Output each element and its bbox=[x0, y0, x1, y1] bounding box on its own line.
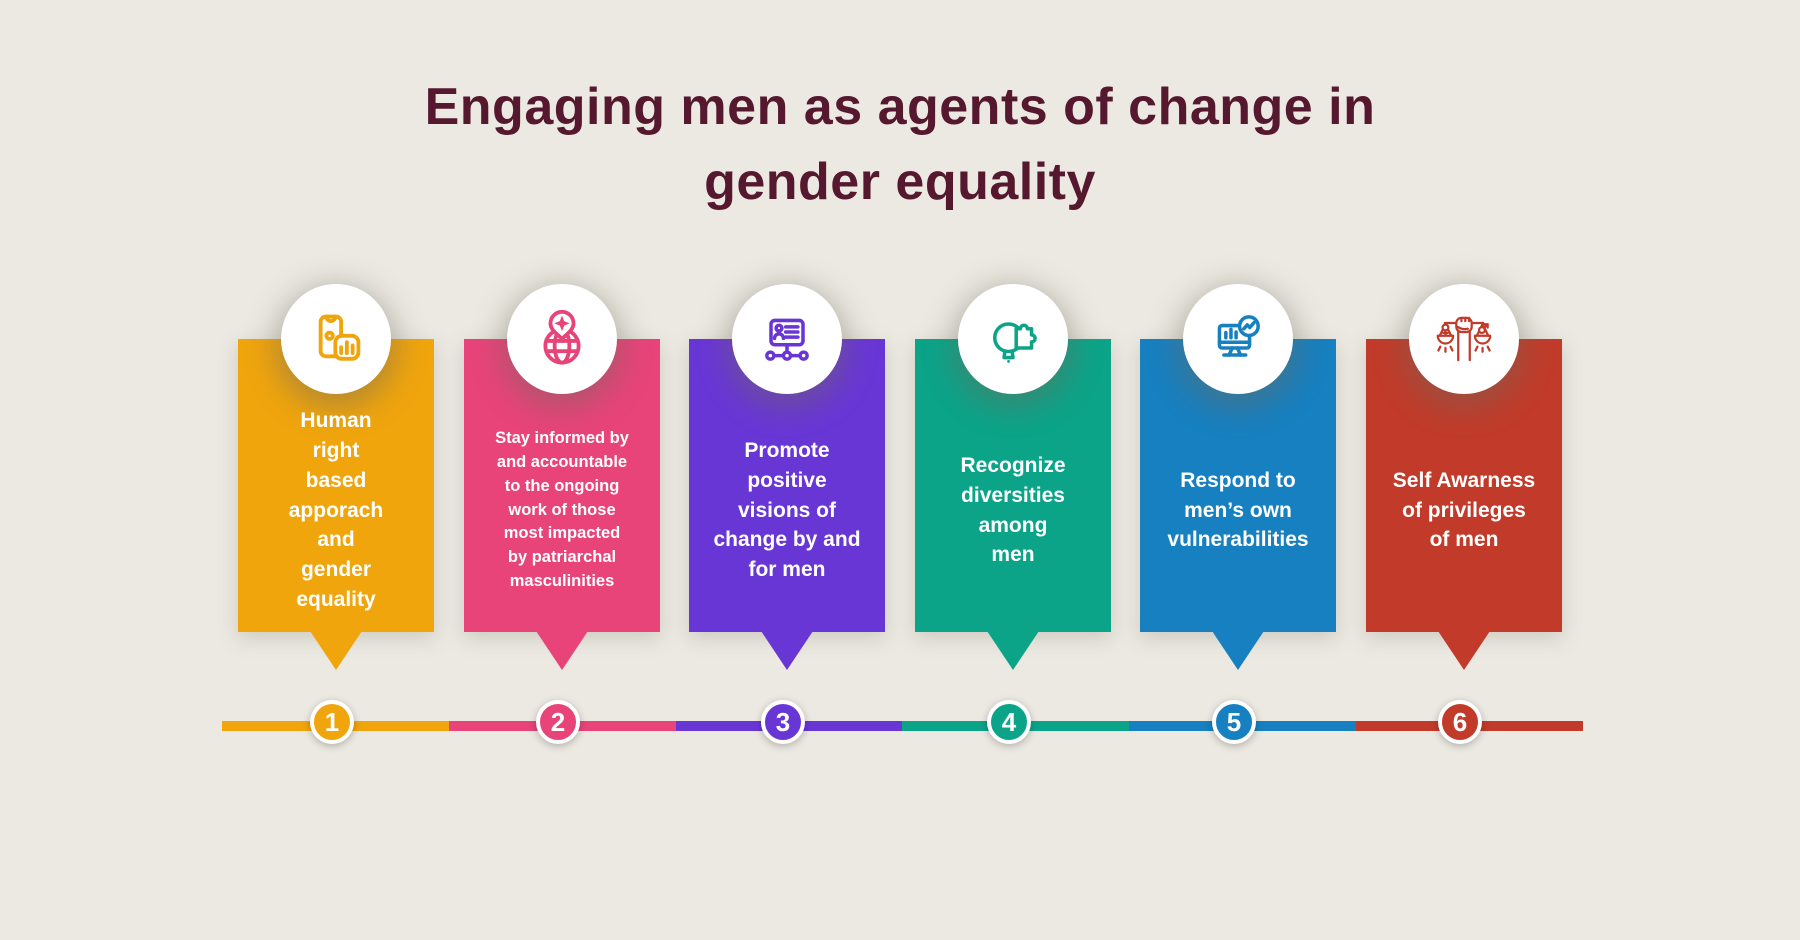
timeline: 1 2 3 4 5 6 bbox=[222, 700, 1583, 744]
page-title: Engaging men as agents of change in gend… bbox=[424, 78, 1376, 212]
step-1-text: Human right based apporach and gender eq… bbox=[288, 409, 384, 612]
timeline-marker-1: 1 bbox=[310, 700, 354, 744]
step-6-text: Self Awarness of privileges of men bbox=[1392, 468, 1536, 552]
step-3-icon-badge bbox=[732, 284, 842, 394]
timeline-marker-2-number: 2 bbox=[550, 706, 566, 737]
step-4-icon-badge bbox=[958, 284, 1068, 394]
globe-location-icon bbox=[543, 309, 581, 365]
timeline-marker-4: 4 bbox=[987, 700, 1031, 744]
step-3-text: Promote positive visions of change by an… bbox=[713, 438, 861, 582]
phone-analytics-icon bbox=[318, 314, 361, 361]
step-card-3: Promote positive visions of change by an… bbox=[689, 284, 885, 670]
step-5-icon-badge bbox=[1183, 284, 1293, 394]
step-5-text: Respond to men’s own vulnerabilities bbox=[1167, 468, 1309, 552]
step-3-pointer bbox=[761, 631, 813, 670]
timeline-marker-6: 6 bbox=[1438, 700, 1482, 744]
step-2-text: Stay informed by and accountable to the … bbox=[495, 428, 629, 591]
step-card-4: Recognize diversities among men bbox=[915, 284, 1111, 670]
step-1-pointer bbox=[310, 631, 362, 670]
fist-scales-icon bbox=[1436, 316, 1492, 362]
step-5-pointer bbox=[1212, 631, 1264, 670]
idea-puzzle-icon bbox=[993, 322, 1037, 363]
step-card-1: Human right based apporach and gender eq… bbox=[238, 284, 434, 670]
timeline-marker-3-number: 3 bbox=[775, 706, 791, 737]
step-6-pointer bbox=[1438, 631, 1490, 670]
step-6-icon-badge bbox=[1409, 284, 1519, 394]
timeline-marker-5: 5 bbox=[1212, 700, 1256, 744]
step-1-icon-badge bbox=[281, 284, 391, 394]
step-card-2: Stay informed by and accountable to the … bbox=[464, 284, 660, 670]
step-4-text: Recognize diversities among men bbox=[960, 453, 1066, 567]
step-2-icon-badge bbox=[507, 284, 617, 394]
step-card-5: Respond to men’s own vulnerabilities bbox=[1140, 284, 1336, 670]
timeline-marker-3: 3 bbox=[761, 700, 805, 744]
timeline-marker-6-number: 6 bbox=[1452, 706, 1468, 737]
id-card-network-icon bbox=[765, 318, 809, 361]
timeline-marker-1-number: 1 bbox=[324, 706, 340, 737]
step-4-pointer bbox=[987, 631, 1039, 670]
timeline-marker-2: 2 bbox=[536, 700, 580, 744]
monitor-analytics-icon bbox=[1217, 315, 1260, 357]
timeline-marker-5-number: 5 bbox=[1226, 706, 1242, 737]
step-card-6: Self Awarness of privileges of men bbox=[1366, 284, 1562, 670]
timeline-marker-4-number: 4 bbox=[1001, 706, 1017, 737]
step-2-pointer bbox=[536, 631, 588, 670]
